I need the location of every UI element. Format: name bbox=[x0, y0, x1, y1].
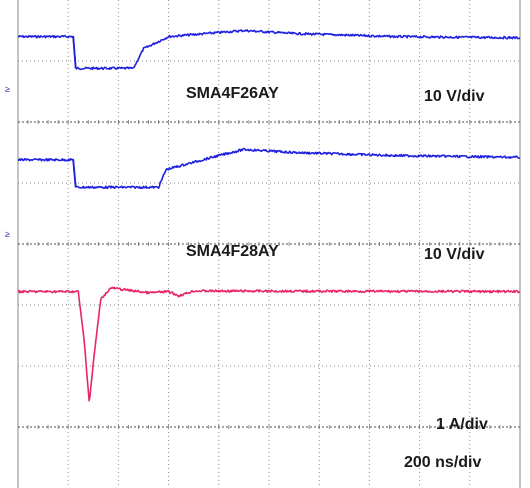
ch1-name-label: SMA4F26AY bbox=[186, 85, 279, 102]
ch3-scale-label: 1 A/div bbox=[436, 416, 488, 433]
ch2-name-label: SMA4F28AY bbox=[186, 243, 279, 260]
ch3-trace bbox=[17, 286, 521, 402]
waveform-traces bbox=[17, 29, 521, 402]
ch2-edge bbox=[72, 159, 77, 188]
ch1-edge bbox=[72, 36, 77, 69]
timebase-label: 200 ns/div bbox=[404, 454, 482, 471]
graticule-grid bbox=[17, 0, 521, 488]
ch1-trace bbox=[17, 29, 521, 71]
ch2-ground-marker: ≥ bbox=[5, 229, 10, 239]
ch1-ground-marker: ≥ bbox=[5, 84, 10, 94]
ch2-trace bbox=[17, 147, 521, 190]
ch2-scale-label: 10 V/div bbox=[424, 246, 485, 263]
ch1-scale-label: 10 V/div bbox=[424, 88, 485, 105]
